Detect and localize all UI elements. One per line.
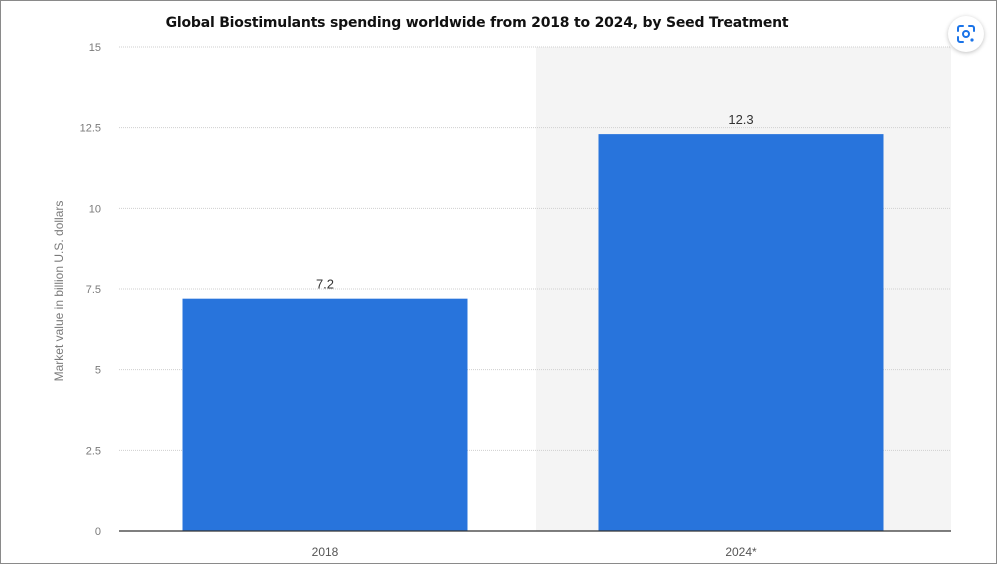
redacted-area <box>791 541 921 563</box>
y-axis-label: Market value in billion U.S. dollars <box>52 200 66 382</box>
y-tick-labels: 0 2.5 5 7.5 10 12.5 15 <box>80 42 101 538</box>
x-tick-labels: 2018 2024* <box>312 545 757 559</box>
data-labels: 7.2 12.3 <box>316 112 754 292</box>
y-tick-label: 2.5 <box>86 445 101 457</box>
x-tick-label: 2018 <box>312 545 339 559</box>
bar-2024[interactable] <box>598 134 884 531</box>
google-lens-icon <box>957 25 975 43</box>
y-tick-label: 10 <box>89 203 101 215</box>
y-tick-label: 15 <box>89 42 101 54</box>
y-tick-label: 0 <box>95 526 101 538</box>
x-tick-label: 2024* <box>725 545 757 559</box>
y-tick-label: 7.5 <box>86 284 101 296</box>
bars <box>182 134 884 531</box>
data-label: 12.3 <box>728 112 753 127</box>
bar-2018[interactable] <box>182 298 468 531</box>
google-lens-button[interactable] <box>948 16 984 52</box>
y-tick-label: 5 <box>95 365 101 377</box>
chart-title: Global Biostimulants spending worldwide … <box>165 15 789 31</box>
data-label: 7.2 <box>316 277 334 292</box>
y-tick-label: 12.5 <box>80 123 101 135</box>
